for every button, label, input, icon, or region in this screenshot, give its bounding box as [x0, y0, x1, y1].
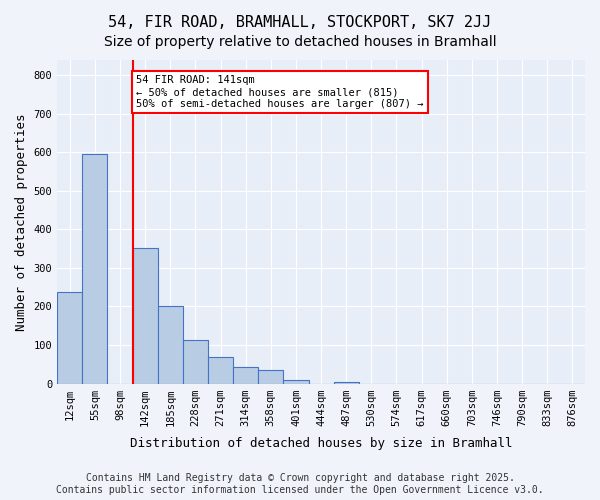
Text: Size of property relative to detached houses in Bramhall: Size of property relative to detached ho… — [104, 35, 496, 49]
Bar — [57, 292, 82, 384]
Bar — [283, 380, 308, 384]
Bar — [334, 382, 359, 384]
Bar — [183, 340, 208, 384]
Bar — [82, 154, 107, 384]
Bar — [233, 366, 258, 384]
Bar — [158, 306, 183, 384]
Text: Contains HM Land Registry data © Crown copyright and database right 2025.
Contai: Contains HM Land Registry data © Crown c… — [56, 474, 544, 495]
Bar — [133, 248, 158, 384]
Text: 54, FIR ROAD, BRAMHALL, STOCKPORT, SK7 2JJ: 54, FIR ROAD, BRAMHALL, STOCKPORT, SK7 2… — [109, 15, 491, 30]
X-axis label: Distribution of detached houses by size in Bramhall: Distribution of detached houses by size … — [130, 437, 512, 450]
Bar — [258, 370, 283, 384]
Y-axis label: Number of detached properties: Number of detached properties — [15, 113, 28, 330]
Bar — [208, 356, 233, 384]
Text: 54 FIR ROAD: 141sqm
← 50% of detached houses are smaller (815)
50% of semi-detac: 54 FIR ROAD: 141sqm ← 50% of detached ho… — [136, 76, 424, 108]
